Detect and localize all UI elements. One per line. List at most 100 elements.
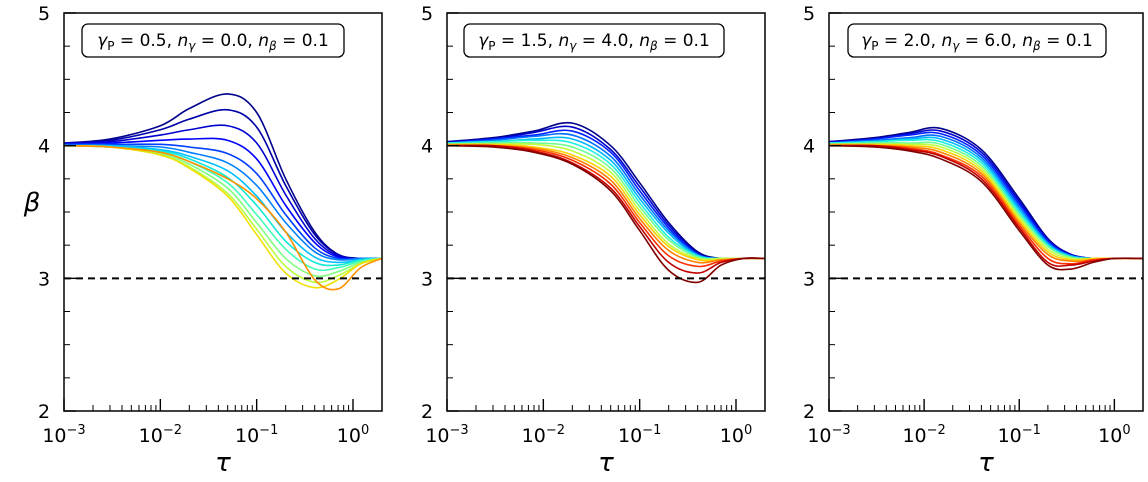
legend-n2-value: = 0.1: [658, 31, 710, 51]
x-tick-label: 10−3: [42, 423, 85, 447]
series-line-12: [447, 144, 765, 274]
legend-gamma-value: = 2.0,: [879, 31, 942, 51]
x-tick-base: 10: [425, 425, 449, 447]
legend-n2: n: [1022, 31, 1033, 51]
x-tick-base: 10: [720, 425, 744, 447]
legend-text: γP = 2.0, nγ = 6.0, nβ = 0.1: [861, 31, 1093, 53]
y-tick-label: 2: [421, 401, 433, 423]
x-tick-exponent: 0: [1122, 423, 1130, 438]
y-tick-label: 5: [803, 3, 815, 25]
legend-gamma-value: = 0.5,: [115, 31, 178, 51]
series-line-5: [447, 136, 765, 260]
x-tick-label: 10−1: [998, 423, 1041, 447]
legend-n1: n: [177, 31, 188, 51]
x-tick-label: 100: [1098, 423, 1130, 447]
series-line-13: [64, 144, 382, 291]
series-group: [829, 126, 1143, 271]
series-group: [64, 93, 382, 291]
series-line-4: [447, 132, 765, 260]
x-tick-exponent: −3: [450, 423, 469, 438]
series-line-8: [447, 143, 765, 261]
series-group: [447, 121, 765, 284]
x-tick-label: 100: [720, 423, 752, 447]
x-tick-label: 10−3: [425, 423, 468, 447]
legend-n1-sub: γ: [188, 39, 196, 53]
series-line-4: [64, 137, 382, 260]
series-line-7: [64, 144, 382, 264]
series-line-2: [829, 129, 1143, 260]
series-line-12: [829, 144, 1143, 267]
x-tick-base: 10: [139, 425, 163, 447]
y-tick-label: 4: [38, 136, 50, 158]
legend-text: γP = 0.5, nγ = 0.0, nβ = 0.1: [97, 31, 329, 53]
x-axis-label: τ: [598, 448, 614, 477]
x-tick-base: 10: [902, 425, 926, 447]
legend-n2: n: [258, 31, 269, 51]
x-tick-base: 10: [522, 425, 546, 447]
legend-n1-value: = 0.0,: [195, 31, 258, 51]
series-line-6: [64, 144, 382, 261]
x-tick-exponent: −1: [1022, 423, 1041, 438]
legend-text: γP = 1.5, nγ = 4.0, nβ = 0.1: [478, 31, 710, 53]
x-tick-label: 10−2: [522, 423, 565, 447]
legend-n2-sub: β: [1032, 39, 1041, 53]
legend-gamma-sub: P: [871, 39, 878, 53]
series-line-6: [447, 139, 765, 260]
legend-n1-sub: γ: [569, 39, 577, 53]
x-tick-base: 10: [807, 425, 831, 447]
series-line-3: [447, 129, 765, 260]
legend-n1-value: = 6.0,: [959, 31, 1022, 51]
y-tick-label: 3: [803, 268, 815, 290]
legend: γP = 2.0, nγ = 6.0, nβ = 0.1: [847, 23, 1107, 58]
legend-gamma-value: = 1.5,: [496, 31, 559, 51]
legend-n2-value: = 0.1: [1041, 31, 1093, 51]
x-tick-exponent: −2: [163, 423, 182, 438]
legend-gamma: γ: [97, 31, 108, 51]
legend-box: [463, 23, 725, 58]
x-tick-label: 100: [337, 423, 369, 447]
x-tick-exponent: −3: [67, 423, 86, 438]
x-axis-label: τ: [215, 448, 231, 477]
y-tick-label: 4: [421, 136, 433, 158]
series-line-12: [64, 144, 382, 289]
series-line-11: [829, 144, 1143, 265]
x-tick-label: 10−1: [235, 423, 278, 447]
y-tick-label: 3: [421, 268, 433, 290]
y-tick-label: 2: [38, 401, 50, 423]
series-line-9: [829, 143, 1143, 261]
series-line-13: [447, 144, 765, 284]
series-line-5: [829, 136, 1143, 260]
legend-gamma: γ: [478, 31, 489, 51]
x-tick-base: 10: [235, 425, 259, 447]
y-tick-label: 3: [38, 268, 50, 290]
legend-n1-value: = 4.0,: [576, 31, 639, 51]
x-tick-exponent: −2: [546, 423, 565, 438]
x-tick-exponent: 0: [361, 423, 369, 438]
series-line-8: [64, 144, 382, 267]
legend-n2-sub: β: [649, 39, 658, 53]
y-tick-label: 2: [803, 401, 815, 423]
legend-box: [81, 23, 345, 58]
y-tick-label: 5: [421, 3, 433, 25]
legend-n2-sub: β: [268, 39, 277, 53]
series-line-9: [447, 143, 765, 262]
y-axis-label: β: [23, 188, 41, 218]
x-tick-base: 10: [42, 425, 66, 447]
series-line-10: [447, 144, 765, 264]
legend-box: [847, 23, 1107, 58]
x-tick-exponent: −1: [642, 423, 661, 438]
series-line-13: [829, 144, 1143, 271]
x-tick-exponent: 0: [744, 423, 752, 438]
legend: γP = 0.5, nγ = 0.0, nβ = 0.1: [81, 23, 345, 58]
x-tick-base: 10: [998, 425, 1022, 447]
x-tick-label: 10−3: [807, 423, 850, 447]
legend-gamma-sub: P: [107, 39, 114, 53]
plot-frame: [63, 12, 383, 412]
legend-n2: n: [639, 31, 650, 51]
legend-n1: n: [558, 31, 569, 51]
plot-frame: [446, 12, 766, 412]
x-tick-base: 10: [1098, 425, 1122, 447]
